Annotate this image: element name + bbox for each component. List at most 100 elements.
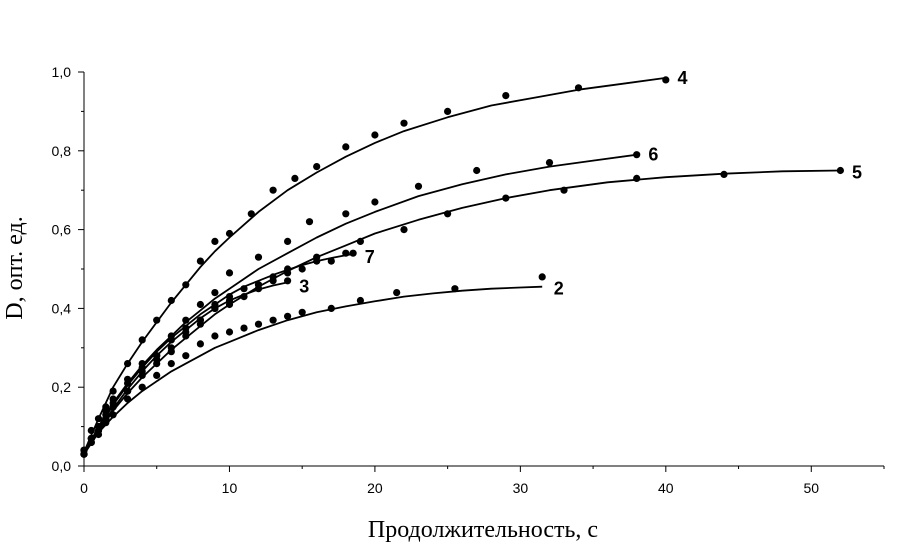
series-6-curve [83,153,637,455]
series-5-point [356,237,364,245]
y-tick-label: 0,6 [52,222,72,238]
series-4-point [138,336,146,344]
series-6-point [633,151,641,159]
series-7-point [313,257,321,265]
series-2-point [80,446,88,454]
series-6-point [254,253,263,261]
series-2-point [87,434,95,442]
series-5-point [502,194,510,202]
series-3-point [284,277,292,285]
series-5-point [560,186,568,194]
series-3-point [211,304,219,312]
y-axis-title: D, опт. ед. [2,216,28,319]
series-3-point [109,403,117,411]
series-6-point [182,316,190,324]
series-4-point [109,387,117,395]
series-3-point [124,387,132,395]
series-3-curve [83,281,288,455]
series-2-point [254,320,263,328]
series-label-4: 4 [678,68,688,88]
series-6-point [342,210,350,218]
series-2-point [109,411,117,419]
x-tick-label: 50 [803,480,819,496]
series-5-point [720,170,728,178]
series-label-6: 6 [648,145,658,165]
series-2-point [211,332,219,340]
x-axis-title: Продолжительность, с [368,517,598,543]
series-7-curve [83,253,354,455]
series-3-point [240,293,248,301]
series-2-point [298,308,306,316]
series-7-point [240,285,248,293]
series-label-7: 7 [365,247,375,267]
y-tick-label: 1,0 [52,64,72,80]
series-2-point [356,296,364,305]
series-2-point [153,371,161,379]
series-4-point [342,143,350,151]
series-6-point [196,300,204,309]
series-5-point [400,226,408,234]
x-tick-label: 30 [513,480,529,496]
series-7-point [349,249,357,257]
x-tick-label: 40 [658,480,674,496]
series-4-point [153,316,161,324]
y-tick-label: 0,0 [52,458,72,474]
series-2-point [393,289,401,297]
series-2-point [327,304,335,312]
series-2-point [138,383,146,391]
series-3-point [269,277,277,285]
series-labels: 4 6 5 7 3 2 [299,68,862,299]
series-6-point [371,198,379,206]
series-4-point [247,210,255,218]
series-label-2: 2 [554,279,564,299]
x-tick-label: 0 [80,480,88,496]
series-7-point [124,375,132,383]
series-6-point [545,159,554,167]
series-3-point [196,316,204,324]
series-6-point [225,269,234,277]
x-tick-label: 20 [367,480,383,496]
series-3-point [167,344,175,352]
series-4-point [400,119,408,127]
y-tick-label: 0,4 [52,300,72,316]
series-4-point [196,257,204,265]
series-2-point [167,360,175,368]
data-points [80,76,845,458]
series-4-point [371,131,379,139]
series-2-point [94,430,103,439]
series-4-point [291,174,299,182]
series-6-point [284,237,292,245]
x-tick-label: 10 [222,480,238,496]
series-3-point [153,356,161,364]
series-4-point [225,229,234,238]
axes: 0,0 0,2 0,4 0,6 0,8 1,0 0 10 20 30 40 50 [52,64,885,496]
series-4-point [444,107,452,115]
series-2-point [196,340,204,348]
series-2-point [225,328,234,336]
series-7-point [109,395,117,403]
series-5-point [836,166,845,175]
series-4-point [313,163,321,171]
series-7-point [225,293,234,301]
series-6-point [414,182,423,190]
series-4-point [87,426,95,435]
series-4-point [269,186,277,194]
series-2-point [182,352,190,360]
series-4-point [574,84,583,92]
series-3-point [254,285,263,293]
series-2-point [124,395,132,403]
series-3-point [182,328,190,336]
series-4-point [502,92,510,100]
y-tick-label: 0,8 [52,143,72,159]
series-2-point [538,273,546,281]
series-4-point [167,296,175,305]
series-7-point [327,257,335,265]
series-4-curve [83,77,666,453]
series-6-point [473,166,481,175]
series-4-point [94,415,103,423]
series-4-point [211,237,219,245]
series-4-point [182,281,190,289]
series-7-point [102,407,110,415]
series-label-3: 3 [299,277,309,297]
